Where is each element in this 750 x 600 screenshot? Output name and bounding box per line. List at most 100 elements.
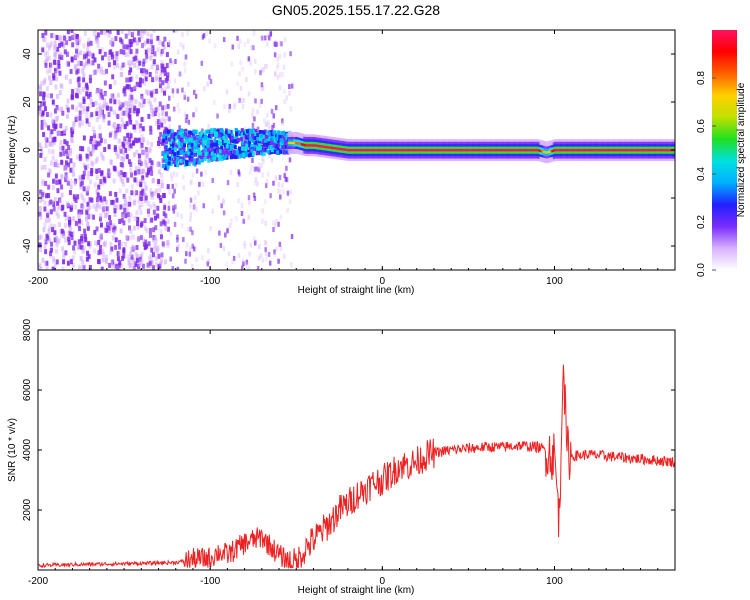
spectrogram-cell [406, 158, 409, 161]
spectrogram-cell [364, 153, 367, 157]
spectrogram-cell [142, 58, 146, 64]
spectrogram-cell [433, 141, 436, 145]
spectrogram-cell [386, 153, 389, 157]
spectrogram-cell [150, 247, 154, 253]
spectrogram-cell [107, 62, 111, 68]
spectrogram-cell [142, 61, 146, 67]
spectrogram-cell [147, 113, 151, 119]
spectrogram-cell [433, 153, 436, 157]
spectrogram-cell [572, 146, 575, 149]
spectrogram-cell [315, 149, 318, 152]
spectrogram-cell [38, 105, 42, 111]
spectrogram-cell [240, 141, 244, 146]
spectrogram-cell [267, 35, 271, 41]
spectrogram-cell [479, 151, 482, 154]
spectrogram-cell [235, 151, 239, 156]
spectrogram-cell [72, 33, 76, 39]
spectrogram-cell [344, 145, 347, 149]
spectrogram-cell [435, 151, 438, 154]
spectrogram-cell [184, 139, 188, 144]
spectrogram-cell [402, 153, 405, 157]
spectrogram-cell [130, 97, 134, 103]
spectrogram-cell [490, 139, 493, 142]
spectrogram-cell [416, 156, 419, 159]
spectrogram-cell [102, 114, 106, 120]
spectrogram-cell [139, 209, 143, 215]
spectrogram-cell [370, 158, 373, 161]
spectrogram-cell [465, 151, 468, 154]
spectrogram-cell [552, 149, 555, 152]
spectrogram-cell [388, 141, 391, 145]
spectrogram-cell [189, 216, 192, 222]
spectrogram-cell [257, 162, 261, 168]
spectrogram-cell [95, 89, 99, 95]
spectrogram-cell [335, 139, 338, 143]
spectrogram-cell [381, 144, 384, 147]
spectrogram-cell [242, 97, 246, 103]
spectrogram-cell [588, 153, 591, 157]
spectrogram-cell [462, 148, 465, 152]
spectrogram-cell [356, 153, 359, 157]
spectrogram-cell [102, 241, 106, 247]
spectrogram-cell [380, 146, 383, 149]
spectrogram-cell [192, 112, 195, 118]
spectrogram-cell [183, 162, 187, 167]
spectrogram-cell [438, 158, 441, 161]
spectrogram-cell [97, 63, 101, 69]
spectrogram-cell [164, 213, 168, 219]
spectrogram-cell [160, 59, 164, 65]
spectrogram-cell [181, 130, 185, 135]
spectrogram-cell [83, 62, 87, 68]
spectrogram-cell [97, 168, 101, 174]
spectrogram-cell [488, 151, 491, 154]
spectrogram-cell [463, 141, 466, 145]
spectrogram-cell [303, 141, 306, 144]
spectrogram-cell [588, 146, 591, 149]
spectrogram-cell [124, 33, 128, 39]
spectrogram-cell [592, 139, 595, 142]
spectrogram-cell [355, 148, 358, 152]
spectrogram-cell [403, 148, 406, 152]
spectrogram-cell [124, 52, 128, 58]
spectrogram-cell [429, 151, 432, 154]
spectrogram-cell [447, 158, 450, 161]
spectrogram-cell [133, 258, 137, 264]
spectrogram-cell [78, 36, 82, 42]
spectrogram-cell [136, 170, 140, 176]
spectrogram-cell [249, 152, 253, 157]
spectrogram-cell [588, 144, 591, 147]
spectrogram-cell [464, 141, 467, 145]
spectrogram-cell [241, 258, 245, 264]
spectrogram-cell [346, 155, 349, 159]
spectrogram-cell [455, 151, 458, 154]
spectrogram-cell [420, 141, 423, 145]
spectrogram-cell [251, 157, 254, 163]
spectrogram-cell [355, 144, 358, 147]
spectrogram-cell [305, 134, 308, 137]
spectrogram-cell [563, 148, 566, 152]
spectrogram-cell [186, 30, 189, 36]
spectrogram-cell [208, 150, 212, 155]
spectrogram-cell [582, 151, 585, 154]
spectrogram-cell [352, 141, 355, 145]
spectrogram-cell [170, 176, 174, 182]
spectrogram-cell [293, 144, 296, 147]
spectrogram-cell [105, 173, 109, 179]
spectrogram-cell [527, 148, 530, 152]
spectrogram-cell [49, 223, 53, 229]
spectrogram-cell [123, 207, 127, 213]
spectrogram-cell [593, 144, 596, 147]
spectrogram-cell [144, 49, 148, 55]
spectrogram-cell [399, 156, 402, 159]
spectrogram-cell [124, 213, 128, 219]
spectrogram-cell [126, 102, 130, 108]
spectrogram-cell [490, 153, 493, 157]
spectrogram-cell [550, 149, 553, 153]
spectrogram-cell [535, 156, 538, 159]
spectrogram-cell [549, 157, 552, 161]
spectrogram-cell [207, 248, 210, 254]
spectrogram-cell [484, 144, 487, 147]
spectrogram-cell [148, 218, 152, 224]
spectrogram-cell [299, 135, 302, 138]
spectrogram-cell [106, 220, 110, 226]
